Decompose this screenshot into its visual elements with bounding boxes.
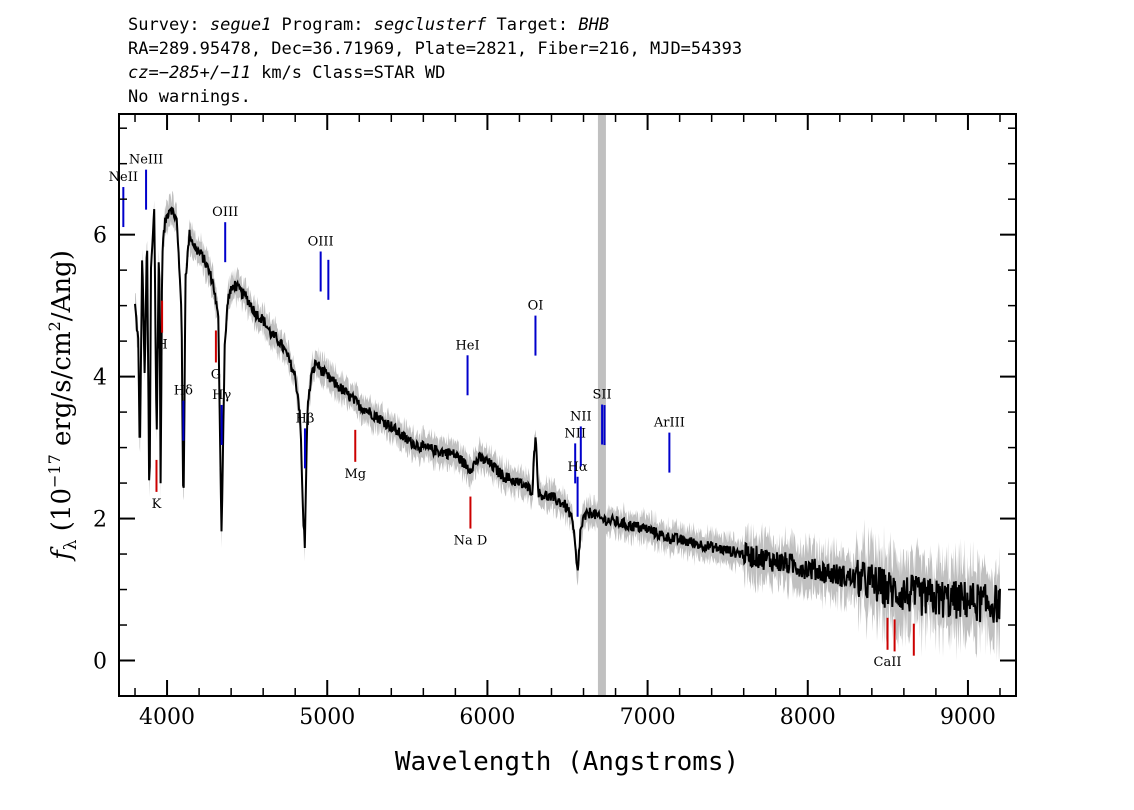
y-tick-label: 2 — [93, 508, 107, 533]
absorption-line-label: G — [211, 367, 221, 382]
header-line-coordinates: RA=289.95478, Dec=36.71969, Plate=2821, … — [128, 39, 742, 59]
emission-line-label: OIII — [308, 234, 334, 249]
absorption-line-label: Mg — [344, 467, 366, 482]
flux-line-layer — [134, 206, 1001, 623]
emission-line-label: NeIII — [129, 153, 163, 168]
header-line-survey: Survey: segue1 Program: segclusterf Targ… — [128, 15, 609, 35]
emission-line-label: Hδ — [174, 384, 193, 399]
absorption-line-label: Na D — [454, 534, 488, 549]
x-axis: 4000 5000 6000 7000 8000 9000 — [134, 114, 1001, 730]
absorption-line-label: K — [152, 497, 162, 512]
emission-line-label: HeI — [455, 338, 479, 353]
emission-line-label: NeII — [109, 170, 138, 185]
y-axis: 0 2 4 6 — [93, 127, 1016, 697]
emission-line-label: Hα — [568, 460, 588, 475]
x-axis-label: Wavelength (Angstroms) — [395, 747, 739, 777]
absorption-line-label: CaII — [874, 655, 902, 670]
y-tick-label: 6 — [93, 224, 107, 249]
x-tick-label: 8000 — [780, 705, 836, 730]
y-tick-label: 0 — [93, 650, 107, 675]
flux-series-line — [134, 206, 1001, 623]
emission-line-label: OI — [528, 299, 544, 314]
emission-line-label: Hγ — [212, 388, 231, 403]
emission-line-label: NII — [564, 426, 586, 441]
absorption-line-label: H — [156, 338, 167, 353]
y-tick-label: 4 — [93, 366, 107, 391]
x-tick-label: 6000 — [459, 705, 515, 730]
x-tick-label: 4000 — [139, 705, 195, 730]
emission-line-label: NII — [570, 409, 592, 424]
header-line-warnings: No warnings. — [128, 87, 251, 107]
emission-line-label: ArIII — [653, 416, 685, 431]
x-tick-label: 5000 — [299, 705, 355, 730]
header-line-redshift: cz=−285+/−11 km/s Class=STAR WD — [128, 63, 445, 83]
emission-line-label: SII — [593, 388, 612, 403]
y-axis-label: fλ (10−17 erg/s/cm2/Ang) — [45, 250, 81, 562]
x-tick-label: 9000 — [940, 705, 996, 730]
emission-line-label: OIII — [212, 205, 238, 220]
x-tick-label: 7000 — [620, 705, 676, 730]
plot-frame — [118, 113, 1017, 697]
emission-line-label: Hβ — [296, 411, 315, 426]
